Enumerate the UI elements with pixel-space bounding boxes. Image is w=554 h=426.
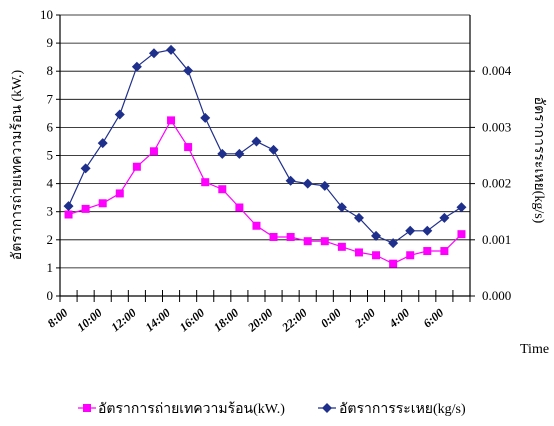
data-point-heat bbox=[64, 210, 73, 219]
data-point-evaporation bbox=[319, 180, 330, 191]
data-point-heat bbox=[218, 185, 227, 194]
data-point-evaporation bbox=[131, 61, 142, 72]
data-point-evaporation bbox=[251, 136, 262, 147]
legend-heat-label: อัตราการถ่ายเทความร้อน(kW.) bbox=[98, 401, 285, 417]
legend-evap-marker bbox=[322, 403, 332, 413]
data-point-heat bbox=[337, 242, 346, 251]
y-right-tick-label: 0.003 bbox=[482, 119, 511, 134]
data-point-evaporation bbox=[371, 230, 382, 241]
data-point-heat bbox=[423, 247, 432, 256]
data-point-evaporation bbox=[336, 202, 347, 213]
data-point-heat bbox=[252, 221, 261, 230]
x-tick-label: 14:00 bbox=[143, 306, 173, 335]
x-tick-label: 8:00 bbox=[45, 306, 71, 331]
x-tick-label: 2:00 bbox=[351, 306, 378, 332]
x-tick-label: 12:00 bbox=[108, 306, 138, 335]
data-point-evaporation bbox=[183, 65, 194, 76]
y-left-tick-label: 5 bbox=[47, 148, 54, 163]
data-point-heat bbox=[406, 251, 415, 260]
data-point-heat bbox=[115, 189, 124, 198]
data-point-evaporation bbox=[80, 163, 91, 174]
data-point-evaporation bbox=[268, 144, 279, 155]
legend-item-heat-rate: อัตราการถ่ายเทความร้อน(kW.) bbox=[78, 401, 285, 417]
grid-lines bbox=[60, 14, 470, 269]
data-point-heat bbox=[201, 178, 210, 187]
x-tick-label: 0:00 bbox=[318, 306, 344, 331]
data-point-heat bbox=[132, 162, 141, 171]
data-point-evaporation bbox=[200, 112, 211, 123]
data-point-heat bbox=[235, 203, 244, 212]
series-line-1 bbox=[67, 49, 462, 244]
x-tick-label: 10:00 bbox=[74, 306, 104, 335]
data-point-heat bbox=[303, 237, 312, 246]
x-tick-label: 6:00 bbox=[420, 306, 446, 331]
data-point-heat bbox=[440, 247, 449, 256]
data-point-heat bbox=[167, 116, 176, 125]
data-point-evaporation bbox=[166, 44, 177, 55]
data-point-evaporation bbox=[234, 148, 245, 159]
data-point-heat bbox=[184, 143, 193, 152]
data-point-heat bbox=[354, 248, 363, 257]
data-point-evaporation bbox=[388, 238, 399, 249]
x-tick-label: 22:00 bbox=[278, 306, 309, 335]
data-point-evaporation bbox=[97, 138, 108, 149]
data-point-heat bbox=[269, 232, 278, 241]
axes bbox=[56, 14, 475, 302]
x-tick-label: 4:00 bbox=[386, 306, 413, 332]
data-point-evaporation bbox=[439, 212, 450, 223]
data-point-evaporation bbox=[285, 175, 296, 186]
y-right-tick-label: 0.001 bbox=[482, 232, 511, 247]
y-right-tick-label: 0.002 bbox=[482, 176, 511, 191]
data-point-heat bbox=[98, 199, 107, 208]
x-tick-label: 16:00 bbox=[177, 306, 207, 335]
legend-heat-marker bbox=[83, 404, 91, 412]
data-point-evaporation bbox=[353, 212, 364, 223]
data-point-heat bbox=[457, 230, 466, 239]
data-point-heat bbox=[81, 204, 90, 213]
data-point-heat bbox=[149, 147, 158, 156]
data-point-evaporation bbox=[302, 178, 313, 189]
tick-labels: 0 1 2 3 4 5 6 7 8 9 10 0.000 0.001 0.002 0.003 0.004 8:0… bbox=[40, 7, 512, 335]
y-left-tick-label: 0 bbox=[47, 288, 54, 303]
data-point-heat bbox=[320, 237, 329, 246]
data-point-evaporation bbox=[422, 225, 433, 236]
x-axis-title: Time bbox=[520, 342, 549, 357]
y-left-tick-label: 2 bbox=[47, 232, 54, 247]
y-right-tick-label: 0.004 bbox=[482, 63, 512, 78]
y-left-tick-label: 8 bbox=[47, 63, 54, 78]
data-point-evaporation bbox=[405, 225, 416, 236]
data-point-heat bbox=[389, 259, 398, 268]
legend-item-evaporation-rate: อัตราการระเหย(kg/s) bbox=[318, 402, 466, 417]
y-left-tick-label: 1 bbox=[47, 260, 54, 275]
y-right-tick-label: 0.000 bbox=[482, 288, 511, 303]
y-left-tick-label: 9 bbox=[47, 35, 54, 50]
data-point-evaporation bbox=[148, 48, 159, 59]
legend-evap-label: อัตราการระเหย(kg/s) bbox=[339, 402, 466, 417]
y-left-tick-label: 7 bbox=[47, 91, 54, 106]
data-point-evaporation bbox=[63, 201, 74, 212]
data-point-evaporation bbox=[456, 202, 467, 213]
series bbox=[63, 44, 467, 268]
x-tick-label: 18:00 bbox=[211, 306, 241, 335]
y-left-tick-label: 3 bbox=[47, 204, 54, 219]
y-axis-right-title: อัตราการระเหย(kg/s) bbox=[531, 97, 546, 224]
data-point-heat bbox=[372, 251, 381, 260]
legend: อัตราการถ่ายเทความร้อน(kW.) อัตราการระเห… bbox=[78, 401, 466, 417]
x-tick-label: 20:00 bbox=[244, 306, 275, 335]
data-point-evaporation bbox=[114, 109, 125, 120]
y-left-tick-label: 4 bbox=[47, 176, 54, 191]
y-left-tick-label: 6 bbox=[47, 119, 54, 134]
data-point-evaporation bbox=[217, 148, 228, 159]
data-point-heat bbox=[286, 232, 295, 241]
y-axis-left-title: อัตราการถ่ายเทความร้อน (kW.) bbox=[9, 69, 25, 260]
y-left-tick-label: 10 bbox=[40, 7, 53, 22]
series-line-0 bbox=[68, 119, 462, 265]
